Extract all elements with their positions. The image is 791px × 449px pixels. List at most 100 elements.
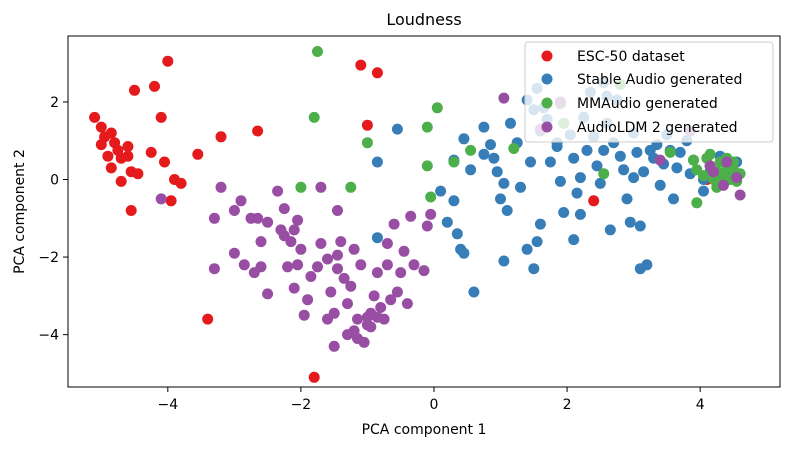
chart-title: Loudness <box>386 10 461 29</box>
data-point-audioldm-2-generated <box>228 205 240 216</box>
data-point-esc-50-dataset <box>95 121 107 133</box>
data-point-stable-audio-generated <box>594 177 606 189</box>
series-esc-50-dataset <box>89 55 713 383</box>
data-point-stable-audio-generated <box>521 243 533 255</box>
data-point-stable-audio-generated <box>654 179 666 191</box>
data-point-mmaudio-generated <box>345 181 357 193</box>
legend-marker-stable-audio <box>541 73 553 85</box>
data-point-esc-50-dataset <box>105 127 117 139</box>
data-point-esc-50-dataset <box>355 59 367 71</box>
data-point-audioldm-2-generated <box>352 313 363 325</box>
data-point-audioldm-2-generated <box>348 243 360 255</box>
data-point-stable-audio-generated <box>525 156 536 168</box>
data-point-esc-50-dataset <box>175 177 187 189</box>
data-point-mmaudio-generated <box>691 197 703 209</box>
data-point-audioldm-2-generated <box>401 298 413 310</box>
data-point-audioldm-2-generated <box>332 263 343 275</box>
legend-label-audioldm2: AudioLDM 2 generated <box>577 120 738 136</box>
data-point-audioldm-2-generated <box>731 172 743 184</box>
data-point-audioldm-2-generated <box>338 272 350 284</box>
data-point-stable-audio-generated <box>598 144 610 156</box>
data-point-audioldm-2-generated <box>425 208 437 220</box>
legend-label-stable-audio: Stable Audio generated <box>577 72 742 88</box>
data-point-esc-50-dataset <box>125 205 137 216</box>
data-point-stable-audio-generated <box>478 121 490 133</box>
data-point-audioldm-2-generated <box>361 311 373 323</box>
series-audioldm-2-generated <box>155 92 746 352</box>
data-point-mmaudio-generated <box>664 146 676 158</box>
data-point-esc-50-dataset <box>132 168 144 180</box>
data-point-stable-audio-generated <box>634 220 646 232</box>
data-point-audioldm-2-generated <box>285 236 297 248</box>
data-point-stable-audio-generated <box>581 144 593 156</box>
data-point-audioldm-2-generated <box>391 286 403 298</box>
data-point-audioldm-2-generated <box>721 156 733 168</box>
data-point-audioldm-2-generated <box>235 195 247 207</box>
data-point-stable-audio-generated <box>528 263 540 275</box>
data-point-audioldm-2-generated <box>342 298 353 310</box>
x-tick-label: 4 <box>696 397 705 413</box>
data-point-mmaudio-generated <box>361 137 373 149</box>
data-point-mmaudio-generated <box>312 46 323 57</box>
data-point-audioldm-2-generated <box>355 259 367 271</box>
data-point-stable-audio-generated <box>371 232 383 244</box>
data-point-esc-50-dataset <box>202 313 214 325</box>
data-point-audioldm-2-generated <box>302 294 314 306</box>
data-point-stable-audio-generated <box>571 187 583 199</box>
data-point-audioldm-2-generated <box>418 265 430 277</box>
data-point-stable-audio-generated <box>485 139 496 151</box>
x-tick-label: −2 <box>291 397 312 413</box>
data-point-esc-50-dataset <box>122 150 134 162</box>
data-point-audioldm-2-generated <box>315 181 327 193</box>
data-point-audioldm-2-generated <box>365 321 377 333</box>
data-point-audioldm-2-generated <box>215 181 227 193</box>
data-point-stable-audio-generated <box>618 164 630 176</box>
data-point-audioldm-2-generated <box>335 236 347 248</box>
data-point-audioldm-2-generated <box>208 212 220 224</box>
data-point-stable-audio-generated <box>638 166 650 178</box>
data-point-esc-50-dataset <box>89 111 101 123</box>
data-point-audioldm-2-generated <box>405 210 417 222</box>
data-point-esc-50-dataset <box>192 148 204 160</box>
data-point-stable-audio-generated <box>604 224 616 236</box>
x-tick-label: 2 <box>563 397 572 413</box>
data-point-stable-audio-generated <box>614 150 626 162</box>
data-point-stable-audio-generated <box>505 117 516 129</box>
data-point-mmaudio-generated <box>688 154 699 166</box>
data-point-stable-audio-generated <box>621 193 633 205</box>
data-point-esc-50-dataset <box>129 84 140 96</box>
data-point-esc-50-dataset <box>122 141 134 152</box>
data-point-stable-audio-generated <box>458 133 470 145</box>
data-point-audioldm-2-generated <box>654 154 666 166</box>
data-point-stable-audio-generated <box>448 195 460 207</box>
data-point-stable-audio-generated <box>671 162 683 174</box>
plot-frame <box>67 35 781 388</box>
data-point-stable-audio-generated <box>554 175 566 187</box>
data-point-audioldm-2-generated <box>421 220 433 232</box>
data-point-mmaudio-generated <box>431 102 443 114</box>
data-point-audioldm-2-generated <box>292 214 304 226</box>
data-point-audioldm-2-generated <box>371 311 383 323</box>
data-point-audioldm-2-generated <box>272 185 284 197</box>
data-point-audioldm-2-generated <box>734 189 746 201</box>
data-point-stable-audio-generated <box>674 146 686 158</box>
data-point-mmaudio-generated <box>421 121 433 133</box>
y-tick-label: 2 <box>50 95 59 111</box>
x-tick-label: 0 <box>430 397 439 413</box>
x-axis-label: PCA component 1 <box>362 422 487 438</box>
data-point-audioldm-2-generated <box>288 282 300 294</box>
series-mmaudio-generated <box>295 46 746 209</box>
data-point-mmaudio-generated <box>598 168 610 180</box>
data-point-stable-audio-generated <box>544 156 556 168</box>
data-point-mmaudio-generated <box>425 191 437 203</box>
legend-box <box>524 41 774 143</box>
data-point-stable-audio-generated <box>534 218 546 230</box>
data-point-audioldm-2-generated <box>312 261 323 273</box>
x-tick-label: −4 <box>157 397 178 413</box>
data-point-audioldm-2-generated <box>322 253 333 265</box>
data-point-audioldm-2-generated <box>278 203 290 215</box>
y-tick-label: 0 <box>50 173 59 189</box>
data-point-stable-audio-generated <box>488 152 500 164</box>
data-point-esc-50-dataset <box>102 150 114 162</box>
